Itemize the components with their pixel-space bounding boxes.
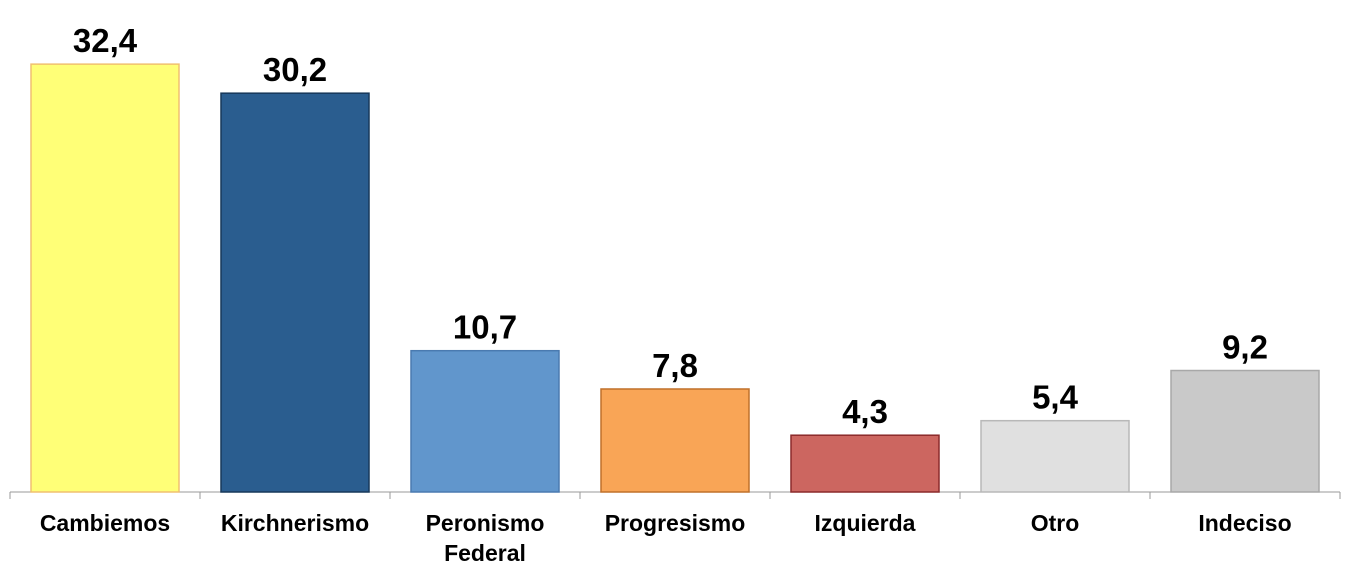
value-label: 5,4 [1032, 379, 1079, 416]
value-label: 7,8 [652, 347, 698, 384]
bar [600, 388, 750, 493]
bar [410, 349, 560, 493]
value-label: 9,2 [1222, 329, 1268, 366]
x-tick-label: Cambiemos [39, 510, 171, 536]
value-label: 10,7 [453, 309, 517, 346]
x-tick-label: Peronismo Federal [425, 510, 545, 566]
x-tick-label: Kirchnerismo [220, 510, 370, 536]
x-tick-label: Indeciso [1198, 510, 1292, 536]
bar [220, 92, 370, 493]
bar [30, 63, 180, 493]
value-label: 30,2 [263, 51, 327, 88]
value-label: 4,3 [842, 393, 888, 430]
x-tick-label: Izquierda [814, 510, 916, 536]
bar [1170, 369, 1320, 493]
x-tick-label: Otro [1030, 510, 1080, 536]
value-label: 32,4 [73, 22, 138, 59]
x-tick-label: Progresismo [604, 510, 746, 536]
bar [790, 434, 940, 493]
bar [980, 419, 1130, 493]
